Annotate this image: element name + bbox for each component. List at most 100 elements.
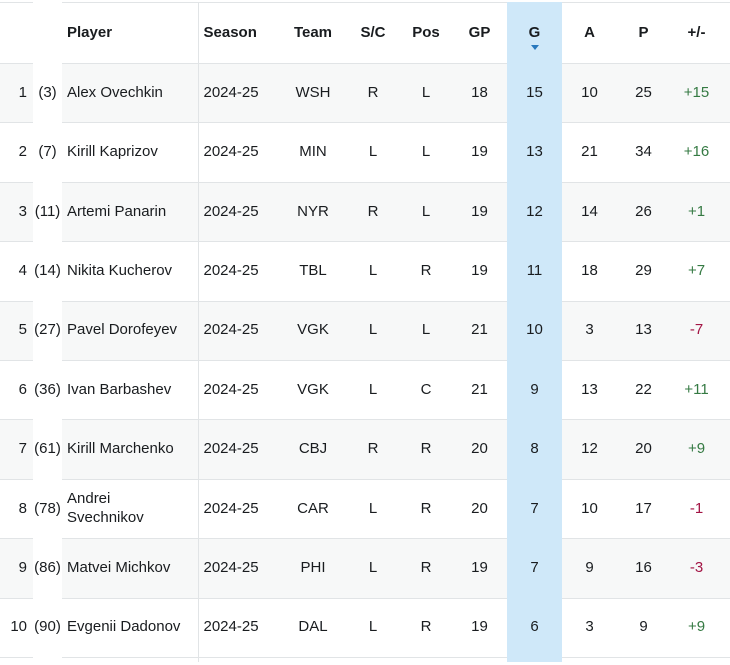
table-row: 2 (7) Kirill Kaprizov 2024-25 MIN L L 19… bbox=[0, 122, 730, 183]
cell-assists: 10 bbox=[562, 479, 617, 540]
cell-player[interactable]: Matvei Michkov bbox=[62, 538, 199, 599]
cell-assists: 14 bbox=[562, 182, 617, 243]
table-row: 4 (14) Nikita Kucherov 2024-25 TBL L R 1… bbox=[0, 241, 730, 302]
cell-player[interactable]: Artemi Panarin bbox=[62, 182, 199, 243]
cell-rank: 4 bbox=[0, 241, 33, 302]
col-header-points[interactable]: P bbox=[617, 2, 670, 64]
cell-plus-minus: -7 bbox=[670, 301, 730, 361]
cell-player[interactable]: Andrei Svechnikov bbox=[62, 479, 199, 540]
cell-player[interactable]: Kirill Kaprizov bbox=[62, 122, 199, 183]
cell-player[interactable]: Evgenii Dadonov bbox=[62, 598, 199, 658]
cell-goals: 7 bbox=[507, 479, 562, 539]
cell-rank: 7 bbox=[0, 419, 33, 480]
cell-plus-minus: +9 bbox=[670, 419, 730, 480]
cell-points: 9 bbox=[617, 598, 670, 658]
cell-games-played: 20 bbox=[452, 479, 507, 540]
cell-points: 26 bbox=[617, 182, 670, 243]
cell-games-played: 21 bbox=[452, 360, 507, 421]
cell-games-played: 19 bbox=[452, 538, 507, 599]
cell-shoots-catches: L bbox=[346, 360, 400, 421]
table-row: 5 (27) Pavel Dorofeyev 2024-25 VGK L L 2… bbox=[0, 301, 730, 361]
cell-player[interactable]: Ivan Barbashev bbox=[62, 360, 199, 421]
cell-team: VGK bbox=[280, 301, 346, 361]
cell-player[interactable]: Nikita Kucherov bbox=[62, 241, 199, 302]
cell-player[interactable]: Alex Ovechkin bbox=[62, 63, 199, 124]
col-header-season[interactable]: Season bbox=[198, 2, 280, 64]
cell-season: 2024-25 bbox=[198, 479, 280, 540]
col-header-games-played[interactable]: GP bbox=[452, 2, 507, 64]
cell-position: L bbox=[400, 122, 452, 183]
table-row: 1 (3) Alex Ovechkin 2024-25 WSH R L 18 1… bbox=[0, 63, 730, 124]
col-header-goals-sorted[interactable]: G bbox=[507, 2, 562, 64]
cell-shoots-catches: L bbox=[346, 538, 400, 599]
header-row: Player Season Team S/C Pos GP G A P +/- bbox=[0, 2, 730, 64]
cell-assists: 12 bbox=[562, 419, 617, 480]
cell-plus-minus: +1 bbox=[670, 182, 730, 243]
cell-position: R bbox=[400, 419, 452, 480]
cell-team: TBL bbox=[280, 241, 346, 302]
cell-assists: 13 bbox=[562, 360, 617, 421]
cell-goals: 15 bbox=[507, 63, 562, 123]
spacer-cell bbox=[0, 657, 33, 663]
cell-rank: 5 bbox=[0, 301, 33, 361]
cell-rank: 3 bbox=[0, 182, 33, 243]
cell-shoots-catches: R bbox=[346, 63, 400, 124]
cell-team: WSH bbox=[280, 63, 346, 124]
cell-position: C bbox=[400, 360, 452, 421]
cell-plus-minus: -1 bbox=[670, 479, 730, 540]
cell-team: VGK bbox=[280, 360, 346, 421]
cell-overall-rank: (36) bbox=[33, 360, 62, 420]
cell-shoots-catches: R bbox=[346, 419, 400, 480]
spacer-cell bbox=[617, 657, 670, 663]
table-row: 10 (90) Evgenii Dadonov 2024-25 DAL L R … bbox=[0, 598, 730, 658]
cell-points: 17 bbox=[617, 479, 670, 540]
col-header-player[interactable]: Player bbox=[62, 2, 199, 64]
cell-shoots-catches: R bbox=[346, 182, 400, 243]
col-header-assists[interactable]: A bbox=[562, 2, 617, 64]
col-header-position[interactable]: Pos bbox=[400, 2, 452, 64]
cell-overall-rank: (3) bbox=[33, 63, 62, 123]
cell-overall-rank: (61) bbox=[33, 419, 62, 480]
cell-team: NYR bbox=[280, 182, 346, 243]
cell-position: R bbox=[400, 538, 452, 599]
cell-goals: 12 bbox=[507, 182, 562, 242]
table-row: 6 (36) Ivan Barbashev 2024-25 VGK L C 21… bbox=[0, 360, 730, 421]
cell-overall-rank: (14) bbox=[33, 241, 62, 302]
col-header-shoots-catches[interactable]: S/C bbox=[346, 2, 400, 64]
cell-games-played: 21 bbox=[452, 301, 507, 361]
col-header-plus-minus[interactable]: +/- bbox=[670, 2, 730, 64]
cell-assists: 21 bbox=[562, 122, 617, 183]
cell-overall-rank: (27) bbox=[33, 301, 62, 361]
cell-goals: 9 bbox=[507, 360, 562, 420]
cell-player[interactable]: Pavel Dorofeyev bbox=[62, 301, 199, 361]
cell-shoots-catches: L bbox=[346, 598, 400, 658]
cell-points: 20 bbox=[617, 419, 670, 480]
cell-assists: 3 bbox=[562, 301, 617, 361]
cell-position: L bbox=[400, 63, 452, 124]
cell-team: PHI bbox=[280, 538, 346, 599]
spacer-cell bbox=[452, 657, 507, 663]
cell-position: R bbox=[400, 241, 452, 302]
cell-season: 2024-25 bbox=[198, 63, 280, 124]
cell-plus-minus: +9 bbox=[670, 598, 730, 658]
cell-goals: 8 bbox=[507, 419, 562, 480]
cell-plus-minus: +7 bbox=[670, 241, 730, 302]
col-header-rank bbox=[0, 2, 33, 64]
sort-desc-icon bbox=[530, 44, 539, 50]
bottom-spacer-row bbox=[0, 657, 730, 663]
cell-goals: 11 bbox=[507, 241, 562, 302]
cell-rank: 10 bbox=[0, 598, 33, 658]
col-header-team[interactable]: Team bbox=[280, 2, 346, 64]
cell-player[interactable]: Kirill Marchenko bbox=[62, 419, 199, 480]
cell-plus-minus: +16 bbox=[670, 122, 730, 183]
cell-games-played: 19 bbox=[452, 598, 507, 658]
cell-overall-rank: (86) bbox=[33, 538, 62, 599]
cell-team: CBJ bbox=[280, 419, 346, 480]
cell-position: L bbox=[400, 182, 452, 243]
cell-points: 29 bbox=[617, 241, 670, 302]
table-row: 7 (61) Kirill Marchenko 2024-25 CBJ R R … bbox=[0, 419, 730, 480]
cell-games-played: 19 bbox=[452, 122, 507, 183]
cell-assists: 18 bbox=[562, 241, 617, 302]
